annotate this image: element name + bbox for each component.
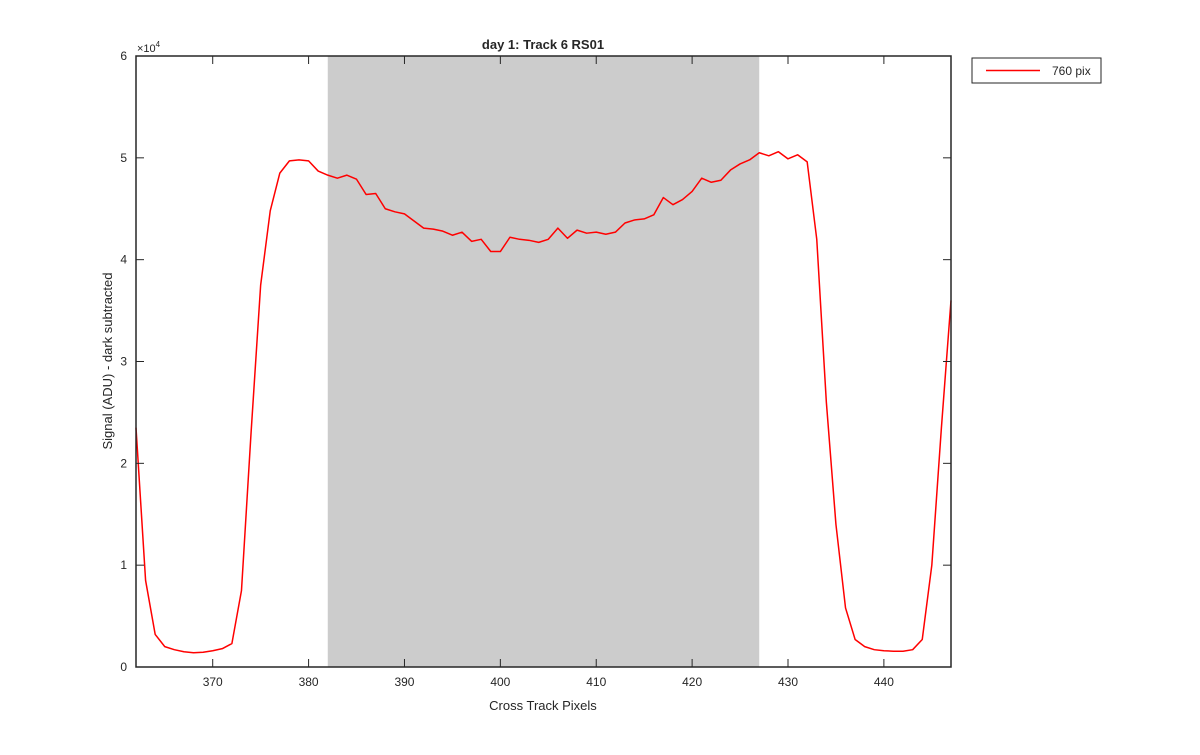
y-axis-label: Signal (ADU) - dark subtracted <box>100 272 115 449</box>
y-exponent-power: 4 <box>156 40 161 49</box>
x-tick-label: 370 <box>203 675 223 689</box>
y-tick-label: 6 <box>120 49 127 63</box>
y-tick-label: 1 <box>120 558 127 572</box>
x-tick-label: 440 <box>874 675 894 689</box>
ticks-layer: 370 380 390 400 410 420 430 440 0 1 2 3 4 5 6 <box>120 49 951 689</box>
x-tick-label: 430 <box>778 675 798 689</box>
y-tick-label: 5 <box>120 151 127 165</box>
legend[interactable]: 760 pix <box>971 57 1102 84</box>
y-tick-label: 4 <box>120 253 127 267</box>
x-tick-label: 420 <box>682 675 702 689</box>
y-exponent-base: ×10 <box>137 43 156 55</box>
x-tick-label: 400 <box>490 675 510 689</box>
y-tick-label: 2 <box>120 456 127 470</box>
chart-title: day 1: Track 6 RS01 <box>482 37 604 52</box>
legend-label: 760 pix <box>1052 64 1091 78</box>
shaded-region-layer <box>327 56 760 667</box>
x-axis-label: Cross Track Pixels <box>489 698 597 713</box>
series-layer <box>135 150 952 654</box>
x-tick-label: 380 <box>299 675 319 689</box>
series-line-0 <box>135 150 952 654</box>
y-tick-label: 3 <box>120 355 127 369</box>
x-tick-label: 390 <box>394 675 414 689</box>
shaded-region <box>327 56 760 667</box>
y-tick-label: 0 <box>120 660 127 674</box>
x-tick-label: 410 <box>586 675 606 689</box>
y-exponent-label: ×104 <box>137 40 161 55</box>
